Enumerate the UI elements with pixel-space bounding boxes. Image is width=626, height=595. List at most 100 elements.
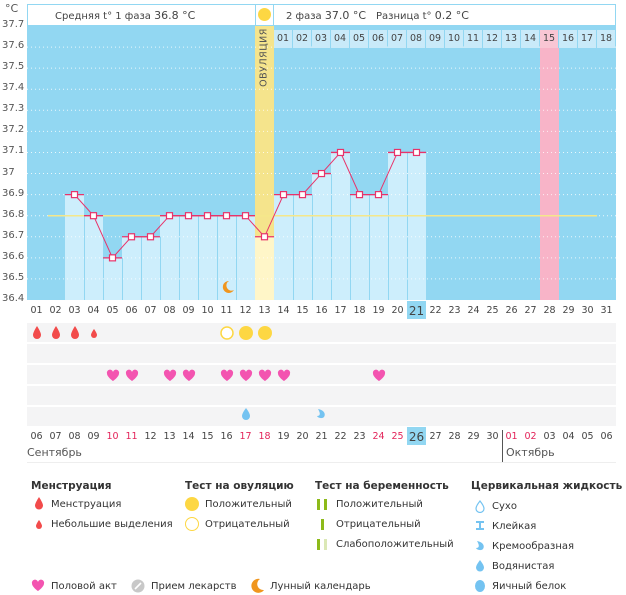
- cycle-day-label[interactable]: 25: [486, 305, 499, 316]
- calendar-date-label[interactable]: 27: [429, 431, 442, 442]
- heart-icon[interactable]: [220, 369, 234, 382]
- y-tick-label: 36.9: [2, 187, 25, 199]
- cycle-day-label[interactable]: 28: [543, 305, 556, 316]
- calendar-date-label[interactable]: 07: [49, 431, 62, 442]
- calendar-date-label[interactable]: 03: [543, 431, 556, 442]
- menstruation-drop-icon[interactable]: [51, 325, 61, 340]
- calendar-date-label[interactable]: 02: [524, 431, 537, 442]
- cycle-day-label[interactable]: 06: [125, 305, 138, 316]
- calendar-date-label[interactable]: 06: [600, 431, 613, 442]
- cycle-day-label[interactable]: 08: [163, 305, 176, 316]
- data-point: [222, 212, 231, 220]
- cycle-day-label[interactable]: 16: [315, 305, 328, 316]
- temperature-bar: [369, 194, 388, 300]
- heart-icon[interactable]: [125, 369, 139, 382]
- symbol-row: [27, 344, 616, 364]
- heart-icon[interactable]: [277, 369, 291, 382]
- phase2-average: 2 фаза 37.0 °C: [286, 9, 366, 22]
- light-spotting-drop-icon[interactable]: [90, 328, 98, 339]
- calendar-date-label[interactable]: 04: [562, 431, 575, 442]
- cycle-day-label[interactable]: 31: [600, 305, 613, 316]
- cycle-day-label[interactable]: 12: [239, 305, 252, 316]
- cycle-day-label[interactable]: 26: [505, 305, 518, 316]
- calendar-date-label[interactable]: 21: [315, 431, 328, 442]
- cycle-day-label[interactable]: 09: [182, 305, 195, 316]
- calendar-date-label[interactable]: 06: [30, 431, 43, 442]
- menstruation-drop-icon[interactable]: [70, 325, 80, 340]
- diff-value: 0.2 °C: [434, 9, 469, 22]
- calendar-date-label[interactable]: 10: [106, 431, 119, 442]
- calendar-date-label[interactable]: 30: [486, 431, 499, 442]
- cycle-day-label[interactable]: 24: [467, 305, 480, 316]
- calendar-date-label[interactable]: 18: [258, 431, 271, 442]
- calendar-date-label[interactable]: 13: [163, 431, 176, 442]
- calendar-date-label[interactable]: 22: [334, 431, 347, 442]
- calendar-date-label[interactable]: 01: [505, 431, 518, 442]
- calendar-date-label[interactable]: 19: [277, 431, 290, 442]
- month-label-september: Сентябрь: [27, 446, 82, 459]
- calendar-date-label[interactable]: 17: [239, 431, 252, 442]
- calendar-date-label[interactable]: 24: [372, 431, 385, 442]
- cycle-day-label[interactable]: 29: [562, 305, 575, 316]
- calendar-date-label[interactable]: 15: [201, 431, 214, 442]
- cycle-day-label[interactable]: 22: [429, 305, 442, 316]
- cycle-day-label[interactable]: 04: [87, 305, 100, 316]
- y-tick-label: 36.6: [2, 250, 25, 262]
- cycle-day-label[interactable]: 01: [30, 305, 43, 316]
- calendar-date-label[interactable]: 14: [182, 431, 195, 442]
- calendar-date-label[interactable]: 09: [87, 431, 100, 442]
- cycle-day-label[interactable]: 19: [372, 305, 385, 316]
- cycle-day-label[interactable]: 27: [524, 305, 537, 316]
- cycle-day-label[interactable]: 18: [353, 305, 366, 316]
- heart-icon[interactable]: [239, 369, 253, 382]
- ovulation-positive-icon[interactable]: [257, 326, 272, 340]
- menstruation-drop-icon[interactable]: [32, 325, 42, 340]
- calendar-date-label[interactable]: 11: [125, 431, 138, 442]
- cycle-day-label[interactable]: 05: [106, 305, 119, 316]
- cycle-day-label[interactable]: 20: [391, 305, 404, 316]
- legend-pregnancy-title: Тест на беременность: [315, 480, 449, 492]
- calendar-date-label[interactable]: 05: [581, 431, 594, 442]
- calendar-date-label[interactable]: 20: [296, 431, 309, 442]
- calendar-date-axis: 06 07 08 09 10 11 12 13 14 15 16 17 18 19 20 21 22 23 24 25…: [27, 427, 616, 445]
- data-point: [89, 212, 98, 220]
- cycle-day-label[interactable]: 10: [201, 305, 214, 316]
- temperature-difference: Разница t° 0.2 °C: [376, 9, 469, 22]
- cycle-day-label[interactable]: 07: [144, 305, 157, 316]
- phase1-value: 36.8 °C: [154, 9, 196, 22]
- heart-icon[interactable]: [258, 369, 272, 382]
- phase1-label: Средняя t° 1 фаза: [55, 11, 151, 22]
- heart-icon[interactable]: [372, 369, 386, 382]
- heart-icon[interactable]: [106, 369, 120, 382]
- cycle-day-label[interactable]: 13: [258, 305, 271, 316]
- cycle-day-label[interactable]: 11: [220, 305, 233, 316]
- cycle-day-label[interactable]: 14: [277, 305, 290, 316]
- data-point: [146, 233, 155, 241]
- heart-icon[interactable]: [182, 369, 196, 382]
- legend-ovulation-title: Тест на овуляцию: [185, 480, 294, 492]
- cycle-day-label[interactable]: 23: [448, 305, 461, 316]
- data-point: [127, 233, 136, 241]
- ovulation-positive-icon[interactable]: [238, 326, 253, 340]
- calendar-date-label[interactable]: 29: [467, 431, 480, 442]
- data-point: [412, 148, 421, 157]
- calendar-date-label[interactable]: 12: [144, 431, 157, 442]
- cervical-creamy-icon[interactable]: [316, 408, 327, 420]
- calendar-date-label[interactable]: 28: [448, 431, 461, 442]
- calendar-date-label[interactable]: 16: [220, 431, 233, 442]
- cycle-day-label[interactable]: 21: [407, 301, 426, 319]
- cycle-day-label[interactable]: 03: [68, 305, 81, 316]
- calendar-date-label[interactable]: 23: [353, 431, 366, 442]
- data-point: [355, 191, 364, 199]
- calendar-date-label[interactable]: 25: [391, 431, 404, 442]
- calendar-date-label[interactable]: 08: [68, 431, 81, 442]
- heart-icon[interactable]: [163, 369, 177, 382]
- cycle-day-label[interactable]: 15: [296, 305, 309, 316]
- cycle-day-label[interactable]: 30: [581, 305, 594, 316]
- y-tick-label: 37: [2, 166, 15, 178]
- calendar-date-label[interactable]: 26: [407, 427, 426, 445]
- ovulation-negative-icon[interactable]: [219, 326, 234, 340]
- cycle-day-label[interactable]: 02: [49, 305, 62, 316]
- cervical-watery-icon[interactable]: [241, 407, 251, 421]
- cycle-day-label[interactable]: 17: [334, 305, 347, 316]
